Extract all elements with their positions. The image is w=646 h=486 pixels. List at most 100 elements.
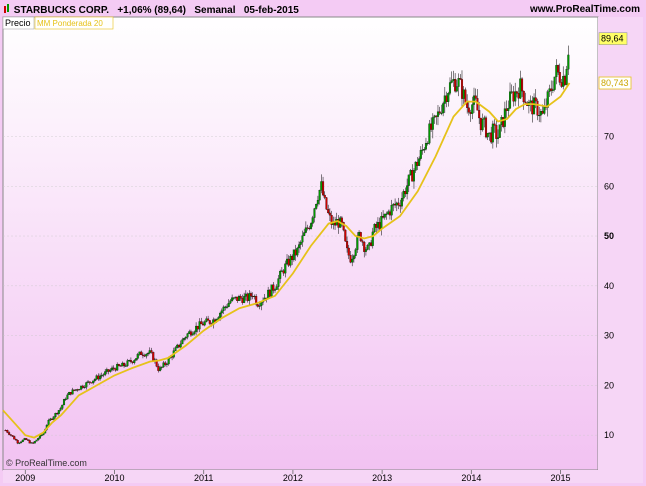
last-price-tag: 89,64 — [598, 32, 628, 46]
candle — [438, 106, 441, 116]
candle — [553, 76, 556, 92]
candle — [85, 381, 88, 390]
candle — [328, 208, 331, 221]
candle — [454, 73, 457, 93]
candle — [440, 104, 443, 116]
candle — [323, 191, 326, 200]
candle — [123, 362, 126, 368]
candle — [428, 119, 431, 145]
candle — [431, 113, 434, 139]
candle — [57, 410, 60, 416]
candle — [296, 246, 299, 258]
candle — [356, 232, 359, 253]
candle — [189, 329, 192, 337]
candle — [292, 249, 295, 262]
candle — [371, 227, 374, 249]
candle — [299, 240, 302, 250]
candle — [248, 290, 251, 305]
candle — [6, 429, 9, 434]
candle — [229, 298, 232, 305]
candle — [133, 359, 136, 365]
candle — [26, 439, 30, 441]
candle — [373, 223, 376, 234]
candle — [152, 351, 155, 362]
chart-date: 05-feb-2015 — [243, 5, 299, 16]
candle — [565, 65, 568, 86]
candle — [390, 199, 393, 221]
candle — [351, 254, 354, 267]
candle — [239, 294, 242, 301]
moving-average-line — [2, 82, 571, 439]
candle — [52, 416, 55, 421]
candle — [383, 213, 386, 220]
candle — [54, 412, 57, 419]
candle — [116, 362, 119, 371]
candle — [459, 74, 462, 81]
candle — [203, 320, 206, 327]
candle — [412, 168, 415, 189]
candle — [514, 82, 517, 106]
candle — [472, 87, 476, 113]
x-tick-2009: 2009 — [15, 473, 35, 483]
candle — [424, 137, 427, 151]
candle — [277, 274, 280, 291]
candle — [322, 176, 325, 197]
candle — [227, 299, 230, 308]
candle — [150, 347, 153, 354]
candle — [136, 352, 139, 361]
symbol-title: STARBUCKS CORP. — [13, 5, 109, 16]
candle — [100, 372, 103, 379]
candle — [486, 132, 489, 141]
svg-text:89,64: 89,64 — [601, 34, 624, 44]
candle — [208, 319, 211, 325]
candle — [71, 387, 74, 395]
candle — [325, 197, 328, 211]
candle — [14, 438, 17, 441]
candle — [407, 174, 410, 193]
site-link[interactable]: www.ProRealTime.com — [529, 4, 640, 15]
candle — [471, 96, 474, 120]
candle — [141, 352, 144, 359]
candle — [346, 236, 349, 253]
candle — [16, 439, 19, 445]
candle — [8, 431, 11, 436]
candle — [111, 365, 114, 372]
candle — [68, 391, 71, 396]
candle — [509, 82, 512, 110]
candle — [297, 241, 301, 253]
candle — [344, 229, 347, 242]
candle — [270, 284, 273, 297]
legend: Precio MM Ponderada 20 — [2, 16, 114, 30]
candle — [304, 221, 307, 234]
candle — [303, 228, 306, 237]
candle — [272, 282, 275, 294]
x-tick-labels: 2009 2010 2011 2012 2013 2014 2015 — [15, 473, 570, 483]
candle — [536, 98, 539, 121]
candle — [349, 251, 352, 264]
candle — [35, 439, 38, 442]
candle — [406, 178, 409, 200]
candle — [402, 189, 405, 202]
candle — [481, 113, 484, 132]
candle — [9, 434, 12, 437]
candle — [225, 304, 228, 309]
candle — [181, 337, 184, 345]
candle — [495, 120, 498, 148]
candle — [25, 438, 28, 440]
candle — [496, 129, 500, 144]
candle — [557, 64, 560, 75]
candles-group — [4, 45, 570, 445]
candle — [78, 388, 81, 391]
candle — [558, 63, 561, 86]
candle — [183, 337, 186, 342]
candle — [66, 392, 69, 400]
candle — [90, 382, 93, 384]
candle — [126, 358, 129, 367]
candle — [546, 89, 549, 117]
candle — [442, 101, 445, 117]
candle — [340, 215, 343, 227]
candle — [124, 363, 127, 367]
candle — [112, 365, 115, 371]
candle — [448, 77, 452, 96]
